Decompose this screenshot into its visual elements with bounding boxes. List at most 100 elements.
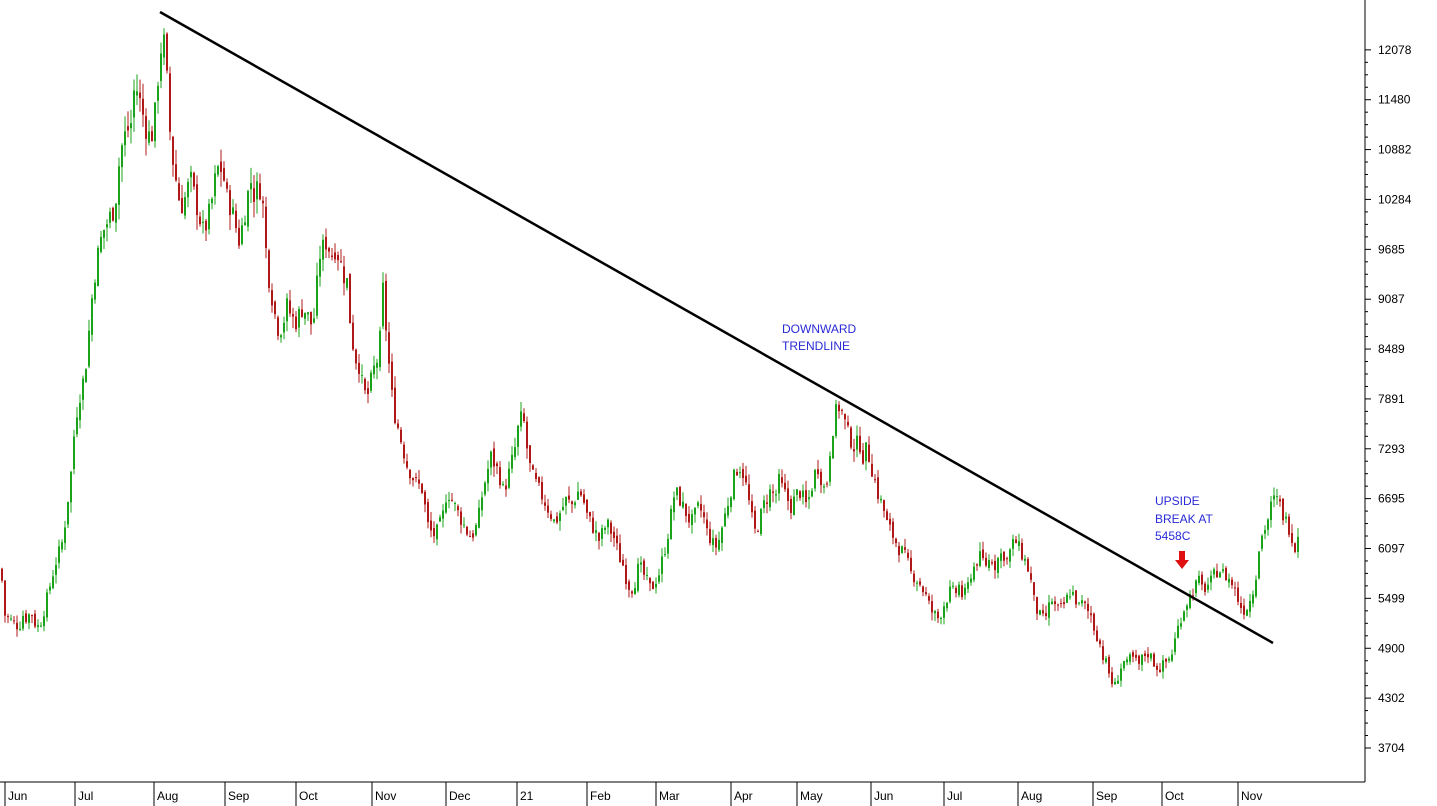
candle-up <box>574 502 576 506</box>
candle-down <box>400 429 402 443</box>
candle-up <box>484 482 486 495</box>
candle-up <box>856 435 858 450</box>
candle-down <box>427 502 429 523</box>
y-tick-label: 6097 <box>1378 541 1405 555</box>
candle-up <box>136 91 138 96</box>
y-tick-label: 9685 <box>1378 242 1405 256</box>
candle-up <box>739 472 741 474</box>
candle-up <box>988 560 990 568</box>
candle-up <box>217 166 219 175</box>
x-tick-label: Oct <box>299 789 318 803</box>
candle-up <box>91 298 93 335</box>
x-tick-label: Feb <box>590 789 611 803</box>
candle-down <box>700 503 702 511</box>
candle-up <box>1051 601 1053 605</box>
candle-down <box>748 484 750 501</box>
candle-down <box>772 491 774 493</box>
candle-up <box>1162 660 1164 672</box>
candle-up <box>733 469 735 499</box>
candle-down <box>1033 582 1035 595</box>
candle-up <box>442 510 444 519</box>
candle-up <box>46 592 48 618</box>
candle-up <box>793 496 795 516</box>
candle-down <box>817 469 819 475</box>
candle-down <box>547 505 549 513</box>
candle-up <box>58 546 60 563</box>
candle-down <box>199 216 201 225</box>
candle-down <box>1135 654 1137 658</box>
candle-up <box>133 90 135 118</box>
candle-up <box>673 497 675 513</box>
break-arrow-icon <box>1175 551 1189 569</box>
candle-down <box>580 491 582 496</box>
candle-up <box>1039 610 1041 615</box>
candle-down <box>859 435 861 453</box>
candle-down <box>1057 604 1059 606</box>
candle-up <box>814 469 816 489</box>
candle-up <box>823 486 825 488</box>
candle-up <box>727 505 729 516</box>
candle-down <box>685 503 687 516</box>
candle-up <box>448 500 450 502</box>
candle-down <box>1060 603 1062 605</box>
candle-up <box>1129 654 1131 662</box>
candle-down <box>544 502 546 506</box>
candle-down <box>367 388 369 394</box>
candle-up <box>1273 495 1275 500</box>
candle-down <box>1087 603 1089 612</box>
candle-down <box>274 301 276 315</box>
candle-down <box>1045 613 1047 617</box>
candle-down <box>847 421 849 426</box>
candle-up <box>211 198 213 204</box>
candle-down <box>568 495 570 500</box>
x-axis: Jun Jul Aug Sep Oct Nov Dec 21 Feb Mar Apr May Jun Ju… <box>4 782 1262 806</box>
candle-up <box>106 224 108 228</box>
candle-up <box>307 312 309 315</box>
candle-down <box>259 183 261 200</box>
candle-down <box>328 248 330 252</box>
candle-down <box>895 538 897 544</box>
candle-down <box>1153 653 1155 667</box>
candle-down <box>385 280 387 331</box>
candle-down <box>358 362 360 374</box>
candle-up <box>1270 501 1272 521</box>
candle-up <box>967 582 969 589</box>
candle-down <box>1036 597 1038 614</box>
candle-down <box>805 490 807 503</box>
candle-down <box>295 316 297 330</box>
candle-up <box>184 197 186 216</box>
y-tick-label: 8489 <box>1378 342 1405 356</box>
candle-up <box>382 282 384 327</box>
candle-up <box>1114 681 1116 685</box>
candle-up <box>1210 575 1212 583</box>
candle-down <box>1240 603 1242 609</box>
candle-up <box>520 411 522 427</box>
candle-up <box>61 542 63 550</box>
candle-down <box>757 531 759 533</box>
candle-up <box>319 258 321 277</box>
candle-down <box>1192 595 1194 597</box>
candle-down <box>265 206 267 249</box>
candle-down <box>1 568 3 581</box>
candle-up <box>952 585 954 587</box>
candle-up <box>490 451 492 468</box>
candle-down <box>709 528 711 544</box>
candle-up <box>508 468 510 488</box>
candle-down <box>178 183 180 201</box>
candle-down <box>340 261 342 263</box>
candle-up <box>946 602 948 609</box>
candle-up <box>760 509 762 535</box>
candle-down <box>619 543 621 563</box>
candle-down <box>838 404 840 412</box>
candle-up <box>52 576 54 589</box>
candle-up <box>1009 549 1011 562</box>
candle-down <box>841 409 843 411</box>
candle-down <box>766 502 768 504</box>
candle-down <box>301 309 303 317</box>
candle-up <box>634 588 636 595</box>
y-axis: 12078 11480 10882 10284 9685 9087 8489 7891 7293… <box>1365 43 1412 755</box>
candle-down <box>1147 653 1149 658</box>
annotation-downward-trendline-line-1: DOWNWARD <box>782 322 857 336</box>
candle-up <box>769 489 771 508</box>
